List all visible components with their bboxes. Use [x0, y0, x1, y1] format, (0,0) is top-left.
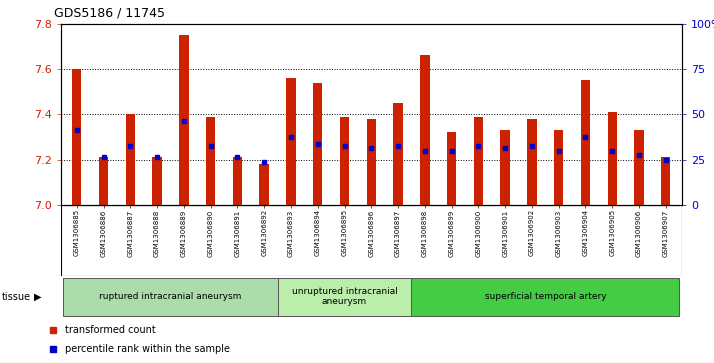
Text: transformed count: transformed count: [65, 325, 156, 335]
Bar: [206, 117, 216, 205]
Bar: [420, 55, 430, 205]
Text: tissue: tissue: [1, 292, 31, 302]
Bar: [608, 112, 617, 205]
Bar: [447, 132, 456, 205]
Bar: [473, 117, 483, 205]
Bar: [152, 158, 162, 205]
Bar: [554, 130, 563, 205]
Bar: [313, 82, 323, 205]
Bar: [340, 117, 349, 205]
Bar: [259, 164, 269, 205]
FancyBboxPatch shape: [64, 278, 278, 315]
Bar: [179, 35, 188, 205]
FancyBboxPatch shape: [411, 278, 679, 315]
Bar: [233, 158, 242, 205]
Text: percentile rank within the sample: percentile rank within the sample: [65, 344, 230, 354]
Text: GDS5186 / 11745: GDS5186 / 11745: [54, 7, 164, 20]
Bar: [99, 158, 109, 205]
Bar: [72, 69, 81, 205]
FancyBboxPatch shape: [278, 278, 411, 315]
Bar: [286, 78, 296, 205]
Text: ▶: ▶: [34, 292, 42, 302]
Bar: [393, 103, 403, 205]
Bar: [366, 119, 376, 205]
Bar: [126, 114, 135, 205]
Bar: [661, 158, 670, 205]
Bar: [527, 119, 537, 205]
Bar: [634, 130, 644, 205]
Text: superficial temporal artery: superficial temporal artery: [485, 292, 606, 301]
Bar: [580, 80, 590, 205]
Text: unruptured intracranial
aneurysm: unruptured intracranial aneurysm: [291, 287, 398, 306]
Text: ruptured intracranial aneurysm: ruptured intracranial aneurysm: [99, 292, 241, 301]
Bar: [501, 130, 510, 205]
